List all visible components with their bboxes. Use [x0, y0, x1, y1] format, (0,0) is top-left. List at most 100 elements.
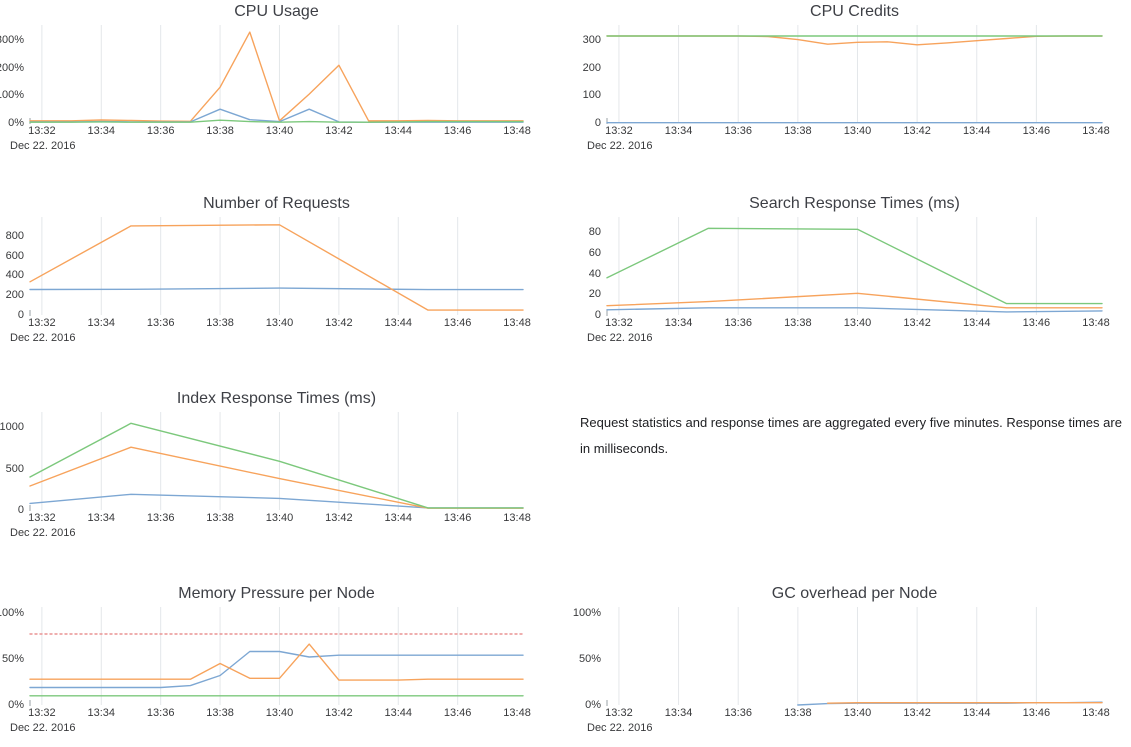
y-tick-label: 0%	[585, 699, 601, 711]
x-tick-label: 13:36	[724, 707, 752, 719]
y-tick-label: 0%	[8, 699, 24, 711]
x-tick-label: 13:40	[843, 125, 872, 137]
y-tick-label: 800	[5, 229, 24, 242]
series-line-orange-series	[29, 224, 524, 311]
note-text: Request statistics and response times ar…	[580, 415, 1122, 456]
x-tick-label: 13:46	[1022, 317, 1051, 329]
x-tick-label: 13:34	[87, 125, 116, 137]
y-tick-label: 1000	[0, 421, 24, 434]
x-tick-label: 13:32	[605, 125, 633, 137]
x-tick-label: 13:38	[784, 317, 812, 329]
x-tick-label: 13:42	[903, 125, 931, 137]
x-axis-date-label: Dec 22. 2016	[587, 332, 653, 344]
x-tick-label: 13:42	[325, 317, 353, 329]
x-tick-label: 13:32	[605, 317, 633, 329]
x-tick-label: 13:42	[325, 125, 353, 137]
x-tick-label: 13:34	[87, 512, 116, 524]
y-tick-label: 200	[582, 61, 601, 74]
x-tick-label: 13:44	[962, 125, 991, 137]
chart-plot-area[interactable]	[0, 582, 566, 747]
chart-gc-overhead: GC overhead per Node 13:32 13:34 13:36 13:3…	[565, 582, 1131, 747]
y-tick-label: 0%	[8, 117, 24, 129]
chart-plot-area[interactable]	[0, 0, 566, 165]
x-tick-label: 13:38	[784, 125, 812, 137]
x-tick-label: 13:38	[206, 317, 234, 329]
x-tick-label: 13:48	[1082, 125, 1110, 137]
x-tick-label: 13:42	[325, 512, 353, 524]
x-tick-label: 13:34	[664, 125, 693, 137]
chart-number-of-requests: Number of Requests 13:32 13:34 13:36 13:38 1…	[0, 192, 566, 357]
x-tick-label: 13:34	[664, 707, 693, 719]
x-tick-label: 13:46	[443, 512, 472, 524]
x-tick-label: 13:42	[903, 317, 931, 329]
chart-title: Search Response Times (ms)	[749, 195, 960, 212]
x-tick-label: 13:38	[206, 512, 234, 524]
x-tick-label: 13:40	[265, 512, 294, 524]
y-tick-label: 50%	[578, 652, 601, 665]
y-tick-label: 0	[17, 309, 24, 321]
x-tick-label: 13:36	[724, 317, 752, 329]
x-tick-label: 13:40	[265, 125, 294, 137]
series-line-orange-series	[29, 643, 524, 681]
y-tick-label: 200	[5, 289, 24, 302]
x-tick-label: 13:46	[443, 125, 472, 137]
x-tick-label: 13:38	[784, 707, 812, 719]
x-axis-date-label: Dec 22. 2016	[10, 332, 76, 344]
chart-title: CPU Credits	[810, 3, 899, 20]
x-tick-label: 13:36	[146, 512, 175, 524]
y-tick-label: 60	[588, 247, 601, 260]
series-line-blue-series	[29, 650, 524, 689]
x-tick-label: 13:42	[903, 707, 931, 719]
y-tick-label: 500	[5, 462, 24, 475]
x-tick-label: 13:40	[843, 707, 872, 719]
x-tick-label: 13:34	[664, 317, 693, 329]
x-tick-label: 13:44	[384, 125, 413, 137]
y-tick-label: 200%	[0, 61, 24, 74]
x-tick-label: 13:32	[28, 512, 56, 524]
chart-plot-area[interactable]	[565, 192, 1131, 357]
x-tick-label: 13:44	[384, 317, 413, 329]
y-tick-label: 0	[594, 309, 601, 321]
x-tick-label: 13:48	[503, 512, 531, 524]
y-tick-label: 80	[588, 226, 601, 239]
y-tick-label: 0	[594, 117, 601, 129]
chart-title: Index Response Times (ms)	[176, 390, 377, 407]
chart-title: Number of Requests	[203, 195, 350, 212]
chart-plot-area[interactable]	[0, 387, 566, 552]
x-tick-label: 13:38	[206, 707, 234, 719]
x-axis-date-label: Dec 22. 2016	[587, 722, 653, 734]
x-tick-label: 13:46	[1022, 125, 1051, 137]
chart-title: Memory Pressure per Node	[178, 585, 375, 602]
chart-cpu-credits: CPU Credits 13:32 13:34 13:36 13:38 13:40 13:…	[565, 0, 1131, 165]
x-tick-label: 13:44	[384, 707, 413, 719]
series-line-blue-series	[29, 287, 524, 291]
y-tick-label: 40	[588, 267, 601, 280]
x-tick-label: 13:32	[605, 707, 633, 719]
y-tick-label: 100%	[572, 606, 601, 619]
chart-plot-area[interactable]	[565, 582, 1131, 747]
x-tick-label: 13:44	[962, 707, 991, 719]
x-tick-label: 13:32	[28, 125, 56, 137]
x-tick-label: 13:40	[265, 707, 294, 719]
x-tick-label: 13:48	[1082, 317, 1110, 329]
x-tick-label: 13:48	[1082, 707, 1110, 719]
series-line-green-series	[29, 119, 524, 123]
y-tick-label: 400	[5, 269, 24, 282]
x-axis-date-label: Dec 22. 2016	[10, 527, 76, 539]
x-axis-date-label: Dec 22. 2016	[10, 722, 76, 734]
x-axis-date-label: Dec 22. 2016	[10, 140, 76, 152]
series-line-orange-series	[606, 292, 1103, 309]
x-tick-label: 13:48	[503, 317, 531, 329]
chart-memory-pressure: Memory Pressure per Node 13:32 13:34 13:36…	[0, 582, 566, 747]
series-line-orange-series	[29, 446, 524, 509]
x-tick-label: 13:40	[265, 317, 294, 329]
y-tick-label: 0	[17, 504, 24, 516]
chart-plot-area[interactable]	[0, 192, 566, 357]
x-axis-date-label: Dec 22. 2016	[587, 140, 653, 152]
y-tick-label: 300%	[0, 34, 24, 47]
chart-plot-area[interactable]	[565, 0, 1131, 165]
x-tick-label: 13:36	[146, 125, 175, 137]
y-tick-label: 300	[582, 34, 601, 47]
series-line-green-series	[606, 227, 1103, 305]
y-tick-label: 100	[582, 89, 601, 102]
